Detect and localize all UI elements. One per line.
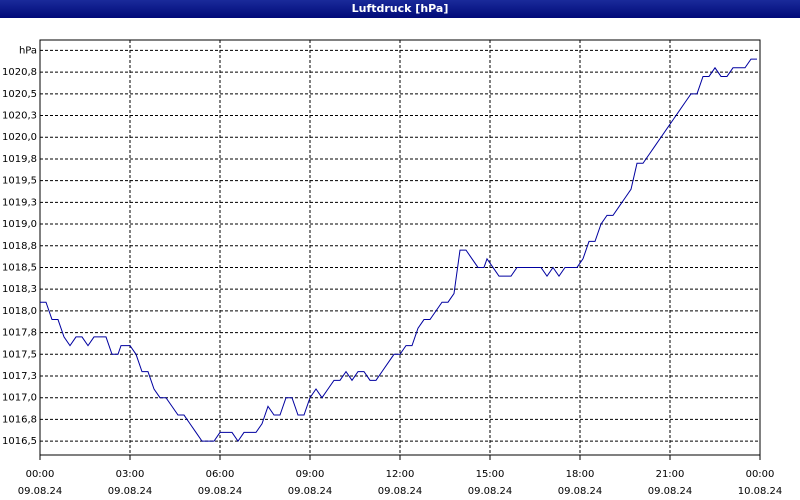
y-tick-label: 1020,8: [2, 67, 37, 78]
y-tick-label: 1019,0: [2, 219, 37, 230]
y-tick-label: hPa: [19, 45, 37, 56]
y-tick-label: 1020,3: [2, 111, 37, 122]
y-tick-label: 1017,8: [2, 328, 37, 339]
y-tick-label: 1016,5: [2, 436, 37, 447]
y-tick-label: 1017,0: [2, 393, 37, 404]
y-tick-label: 1018,0: [2, 306, 37, 317]
y-tick-label: 1017,3: [2, 371, 37, 382]
y-tick-label: 1020,0: [2, 132, 37, 143]
y-tick-label: 1019,8: [2, 154, 37, 165]
x-tick-label: 00:00 09.08.24: [17, 469, 63, 497]
y-tick-label: 1018,3: [2, 284, 37, 295]
y-tick-label: 1017,5: [2, 349, 37, 360]
x-tick-label: 12:00 09.08.24: [377, 469, 423, 497]
y-tick-label: 1019,3: [2, 197, 37, 208]
y-tick-label: 1020,5: [2, 89, 37, 100]
x-tick-label: 18:00 09.08.24: [557, 469, 603, 497]
pressure-line: [40, 58, 757, 442]
x-tick-label: 06:00 09.08.24: [197, 469, 243, 497]
y-tick-label: 1016,8: [2, 414, 37, 425]
x-tick-label: 00:00 10.08.24: [737, 469, 783, 497]
x-tick-label: 21:00 09.08.24: [647, 469, 693, 497]
y-tick-label: 1018,5: [2, 262, 37, 273]
y-tick-label: 1018,8: [2, 241, 37, 252]
y-tick-label: 1019,5: [2, 176, 37, 187]
x-tick-label: 15:00 09.08.24: [467, 469, 513, 497]
chart-title: Luftdruck [hPa]: [0, 0, 800, 18]
x-tick-label: 09:00 09.08.24: [287, 469, 333, 497]
x-tick-label: 03:00 09.08.24: [107, 469, 153, 497]
